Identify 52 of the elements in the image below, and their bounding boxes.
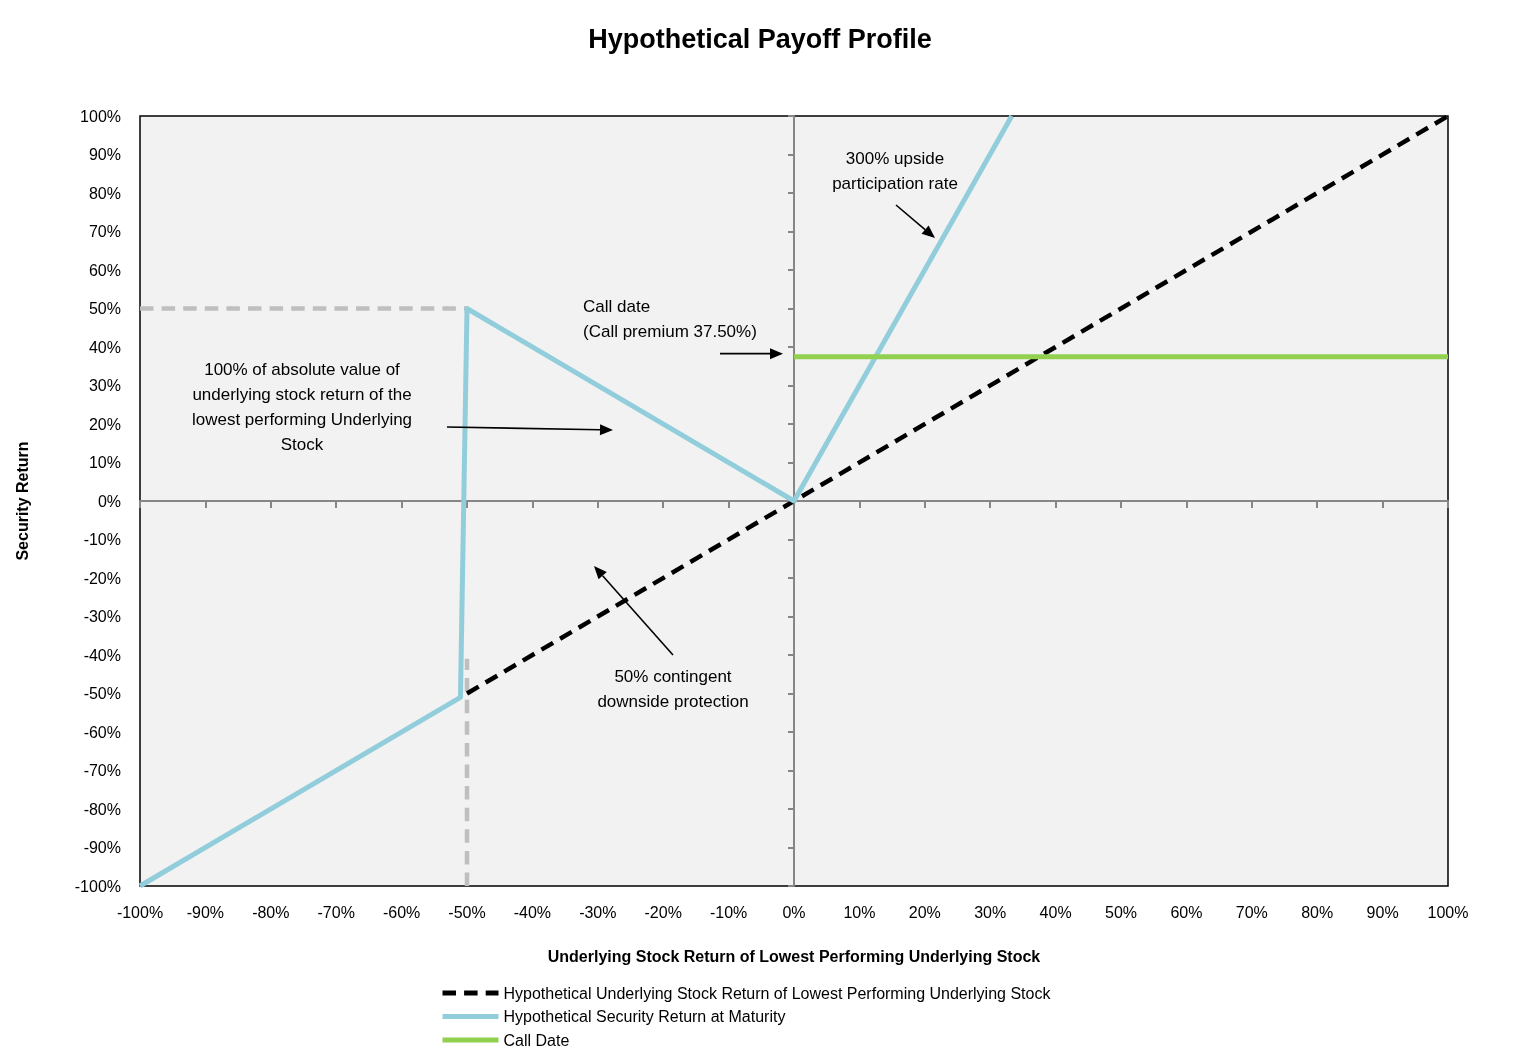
x-tick-label: -60% — [382, 903, 421, 921]
y-tick-label: -10% — [83, 531, 121, 548]
annotation: 300% upside participation rate — [832, 149, 958, 193]
y-tick-label: -80% — [83, 800, 121, 818]
x-tick-label: 0% — [782, 903, 806, 921]
y-tick-label: 100% — [80, 107, 121, 125]
x-tick-label: -30% — [579, 903, 617, 921]
x-tick-label: 20% — [908, 903, 941, 921]
y-tick-label: -20% — [83, 569, 121, 587]
y-tick-label: -60% — [83, 723, 121, 741]
x-tick-label: -90% — [186, 903, 225, 921]
legend-label: Hypothetical Security Return at Maturity — [503, 1008, 786, 1025]
y-tick-label: 90% — [88, 146, 121, 163]
legend-label: Hypothetical Underlying Stock Return of Lowest Performing Underlying Stock — [503, 984, 1052, 1002]
y-tick-label: 80% — [88, 184, 121, 202]
y-tick-label: 10% — [88, 454, 121, 471]
y-axis-title: Security Return — [13, 441, 31, 561]
y-tick-label: -40% — [83, 646, 121, 664]
x-tick-label: 100% — [1427, 903, 1469, 921]
y-tick-label: 60% — [88, 261, 121, 279]
x-tick-label: -20% — [644, 903, 682, 921]
y-tick-label: -90% — [83, 839, 121, 856]
x-tick-label: -50% — [448, 903, 486, 921]
x-tick-label: -70% — [317, 903, 355, 921]
annotation: 50% contingent downside protection — [597, 667, 749, 711]
x-tick-label: -10% — [709, 903, 748, 921]
x-tick-label: 10% — [843, 903, 876, 921]
x-tick-label: 90% — [1366, 903, 1399, 921]
chart-title: Hypothetical Payoff Profile — [588, 23, 932, 54]
y-tick-label: -70% — [83, 762, 121, 779]
y-tick-label: 50% — [88, 300, 121, 317]
y-tick-label: 70% — [88, 223, 121, 240]
x-tick-label: 60% — [1170, 903, 1203, 921]
x-tick-label: 70% — [1235, 903, 1268, 921]
y-tick-label: -100% — [74, 877, 121, 895]
x-tick-label: 40% — [1039, 903, 1072, 921]
annotation: Call date (Call premium 37.50%) — [583, 296, 757, 341]
y-tick-label: 30% — [88, 377, 121, 394]
x-tick-label: -80% — [252, 903, 290, 921]
y-tick-label: 0% — [97, 492, 121, 510]
y-tick-label: -30% — [83, 608, 121, 625]
y-tick-label: 20% — [88, 415, 121, 433]
x-tick-label: 50% — [1104, 903, 1138, 921]
x-axis-title: Underlying Stock Return of Lowest Performing Underlying Stock — [547, 947, 1041, 965]
x-tick-label: -40% — [513, 903, 552, 921]
x-tick-label: 30% — [974, 903, 1007, 921]
y-tick-label: 40% — [88, 338, 121, 356]
x-tick-label: -100% — [116, 903, 164, 921]
legend-label: Call Date — [503, 1031, 570, 1049]
annotation: 100% of absolute value of underlying stock return of the lowest performing Underlying Stock — [191, 360, 413, 454]
x-tick-label: 80% — [1301, 903, 1334, 921]
y-tick-label: -50% — [83, 685, 121, 702]
